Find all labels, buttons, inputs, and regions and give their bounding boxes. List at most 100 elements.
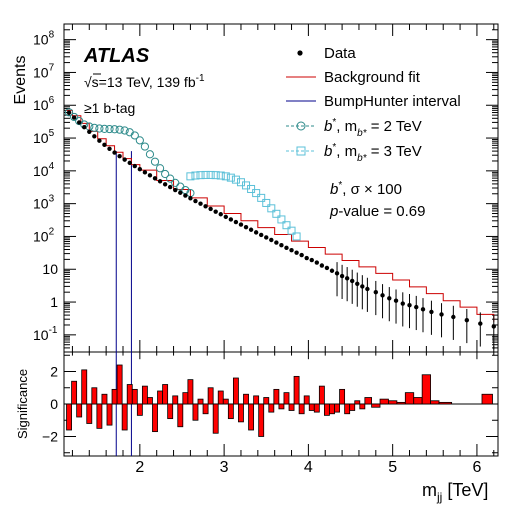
- signal-3tev-point: [282, 221, 291, 230]
- signal-2tev-point: [115, 125, 124, 134]
- y-tick-exp: 4: [49, 161, 55, 172]
- signal-3tev-point: [186, 172, 195, 181]
- y-tick-exp: 8: [49, 30, 55, 41]
- signal-3tev-point: [216, 171, 225, 180]
- significance-bar: [217, 390, 224, 405]
- significance-bar: [339, 388, 346, 405]
- signal-3tev-point: [231, 175, 240, 184]
- y-tick-label: 108: [33, 30, 55, 48]
- legend-data-marker: [297, 50, 303, 56]
- significance-bar: [197, 398, 204, 405]
- signal-2tev-point: [110, 125, 119, 134]
- pvalue-p: p: [329, 203, 338, 220]
- data-point: [258, 232, 264, 238]
- significance-bar: [354, 400, 361, 405]
- significance-bar: [96, 403, 103, 429]
- data-point: [167, 184, 173, 190]
- data-point: [178, 190, 183, 195]
- significance-bar: [481, 393, 493, 405]
- significance-bar: [364, 397, 372, 405]
- signal-3tev-point: [191, 171, 200, 180]
- data-point: [188, 196, 193, 201]
- data-point: [223, 214, 229, 220]
- data-point: [314, 260, 320, 265]
- y-tick-exp: -1: [49, 325, 58, 336]
- legend-sig2-label: b*, mb* = 2 TeV: [324, 117, 422, 139]
- data-point: [147, 173, 153, 178]
- significance-bar: [344, 403, 351, 415]
- legend-bkg-label: Background fit: [324, 69, 421, 86]
- significance-bar: [227, 403, 234, 420]
- y-tick-base: 10: [33, 163, 49, 179]
- significance-bar: [379, 398, 389, 405]
- signal-3tev-point: [262, 198, 271, 207]
- x-axis-label-main: m: [422, 480, 437, 500]
- y-tick-base: 10: [33, 327, 49, 343]
- y-tick-label: 10: [42, 261, 58, 277]
- data-point: [294, 250, 299, 255]
- data-point: [228, 217, 234, 222]
- signal-3tev-point: [267, 204, 276, 213]
- y-axis-label: Events: [12, 56, 29, 105]
- significance-bar: [71, 380, 78, 405]
- data-point: [329, 268, 335, 273]
- data-point: [344, 276, 350, 281]
- energy-lumi-text: √s=13 TeV, 139 fb: [84, 74, 196, 90]
- legend-sig3-star: *: [332, 142, 336, 153]
- data-point: [365, 286, 370, 292]
- y-tick-base: 10: [33, 130, 49, 146]
- signal-3tev-point: [201, 170, 210, 179]
- lumi-exponent: -1: [196, 73, 205, 84]
- signal-3tev-point: [226, 173, 235, 182]
- data-point: [137, 167, 143, 172]
- y-tick-exp: 2: [49, 226, 55, 237]
- significance-bar: [430, 400, 440, 405]
- significance-bar: [268, 403, 275, 413]
- significance-bar: [323, 403, 330, 416]
- significance-bar: [187, 379, 194, 405]
- data-point: [350, 278, 355, 284]
- data-point: [183, 193, 188, 198]
- data-point: [97, 138, 102, 143]
- x-tick-labels: 2 3 4 5 6: [135, 459, 481, 476]
- y-tick-label: 102: [33, 226, 55, 244]
- significance-bar: [349, 403, 356, 411]
- signal-3tev-point: [247, 184, 256, 193]
- energy-lumi-label: √s=13 TeV, 139 fb-1: [84, 73, 205, 90]
- pvalue-annotation: p-value = 0.69: [329, 203, 426, 220]
- signal-2tev-point: [100, 124, 109, 134]
- signal-2tev-markers: [64, 108, 195, 198]
- legend: Data Background fit BumpHunter interval …: [286, 45, 461, 164]
- significance-bar: [298, 403, 305, 415]
- significance-bar: [162, 384, 169, 405]
- y-tick-base: 10: [33, 196, 49, 212]
- x-tick-label: 5: [388, 459, 397, 476]
- data-point: [309, 257, 314, 263]
- signal-3tev-point: [292, 232, 301, 241]
- data-point: [380, 293, 385, 298]
- signal-2tev-point: [171, 178, 180, 187]
- significance-bar: [86, 403, 93, 424]
- data-point: [334, 271, 340, 276]
- significance-bar: [413, 397, 423, 405]
- signal-2tev-point: [130, 131, 139, 140]
- significance-bar: [126, 384, 133, 405]
- signal-2tev-point: [120, 126, 129, 135]
- ratio-tick-label: 2: [50, 364, 58, 380]
- signal-3tev-point: [277, 215, 286, 224]
- signal-2tev-point: [70, 112, 79, 122]
- ratio-tick-label: −2: [42, 429, 58, 445]
- y-tick-label: 103: [33, 194, 55, 212]
- significance-bar: [273, 388, 280, 405]
- data-point: [339, 273, 345, 279]
- significance-bar: [91, 387, 98, 405]
- data-point: [253, 230, 259, 235]
- data-point: [439, 312, 444, 317]
- y-tick-exp: 6: [49, 95, 55, 106]
- significance-bar: [263, 397, 270, 405]
- significance-bar: [152, 403, 158, 433]
- significance-bar: [177, 403, 184, 428]
- data-point: [122, 157, 127, 162]
- ratio-y-axis-label: Significance: [15, 369, 30, 439]
